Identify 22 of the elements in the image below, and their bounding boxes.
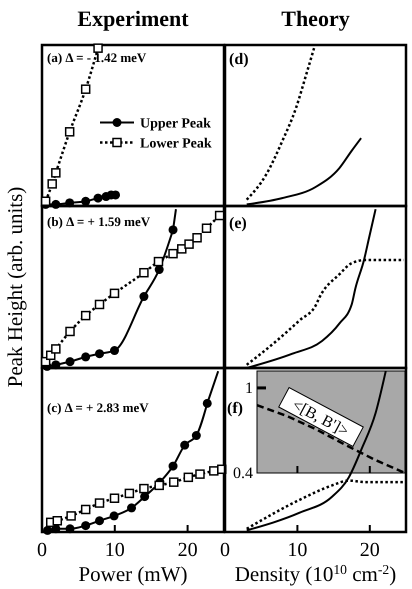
annotation: (e) (229, 215, 247, 232)
annotation: (b) Δ = + 1.59 meV (47, 214, 151, 229)
chart-title: Experiment (77, 6, 190, 31)
x-tick-label: 20 (360, 539, 380, 561)
x-axis-title: Power (mW) (78, 562, 188, 586)
x-tick-label: 10 (287, 539, 308, 561)
legend-label: Lower Peak (140, 136, 212, 152)
y-tick-label: 0.4 (233, 465, 253, 482)
annotation: (d) (229, 51, 249, 68)
x-tick-label: 0 (220, 539, 230, 561)
x-axis-title: Density (10$^{10}$ cm$^{-2}$) (234, 562, 396, 586)
legend-label: Upper Peak (140, 116, 212, 132)
chart-title: Theory (281, 6, 350, 31)
x-tick-label: 0 (37, 539, 47, 561)
annotation: <[B, B']> (289, 396, 352, 440)
y-axis-title: Peak Height (arb. units) (3, 186, 27, 388)
annotation: (f) (227, 400, 243, 417)
annotation: (a) Δ = - 1.42 meV (47, 50, 147, 65)
y-tick-label: 1 (245, 380, 253, 397)
x-tick-label: 20 (178, 539, 198, 561)
annotation: (c) Δ = + 2.83 meV (47, 400, 150, 415)
x-tick-label: 10 (104, 539, 125, 561)
